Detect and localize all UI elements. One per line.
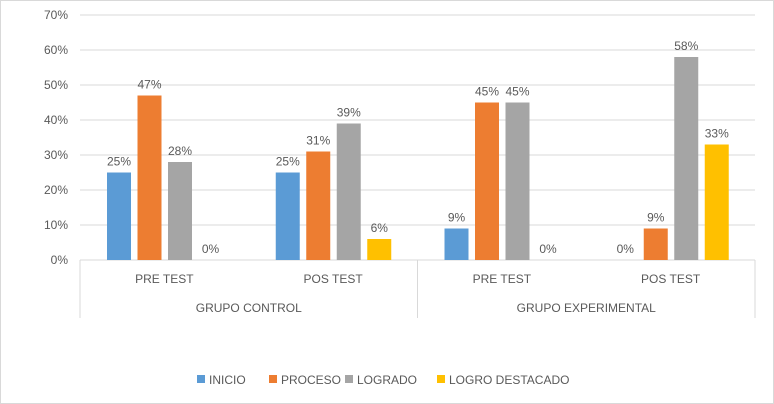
bar-proceso (306, 151, 331, 260)
x-group-label: GRUPO EXPERIMENTAL (517, 301, 656, 315)
legend-swatch (345, 375, 353, 383)
legend-label: INICIO (209, 373, 246, 387)
legend-swatch (437, 375, 445, 383)
y-tick-label: 30% (44, 148, 68, 162)
data-label: 0% (617, 242, 635, 256)
y-tick-label: 40% (44, 113, 68, 127)
legend-swatch (269, 375, 277, 383)
data-label: 9% (448, 211, 466, 225)
y-tick-label: 20% (44, 183, 68, 197)
y-tick-label: 0% (51, 253, 69, 267)
x-category-label: PRE TEST (473, 272, 532, 286)
bar-inicio (275, 172, 300, 260)
legend-swatch (197, 375, 205, 383)
x-category-label: PRE TEST (135, 272, 194, 286)
data-label: 31% (306, 134, 330, 148)
bar-logrado (505, 102, 530, 260)
x-group-label: GRUPO CONTROL (196, 301, 302, 315)
data-label: 45% (475, 85, 499, 99)
bar-logro-destacado (704, 144, 729, 260)
data-label: 58% (674, 39, 698, 53)
data-label: 39% (337, 106, 361, 120)
x-category-label: POS TEST (641, 272, 701, 286)
y-tick-label: 70% (44, 8, 68, 22)
bar-logrado (168, 162, 192, 260)
bar-logrado (674, 57, 699, 260)
data-label: 0% (539, 242, 557, 256)
data-label: 28% (168, 144, 192, 158)
y-tick-label: 50% (44, 78, 68, 92)
x-category-label: POS TEST (304, 272, 364, 286)
data-label: 6% (371, 221, 389, 235)
data-label: 33% (705, 127, 729, 141)
data-label: 47% (137, 78, 161, 92)
bar-inicio (107, 172, 131, 260)
y-tick-label: 60% (44, 43, 68, 57)
bar-logro-destacado (367, 239, 392, 260)
bar-logrado (336, 123, 361, 260)
data-label: 9% (647, 211, 665, 225)
legend-label: PROCESO (281, 373, 341, 387)
y-tick-label: 10% (44, 218, 68, 232)
data-label: 0% (202, 242, 220, 256)
bar-proceso (643, 228, 668, 260)
legend-label: LOGRO DESTACADO (449, 373, 569, 387)
data-label: 25% (107, 155, 131, 169)
bar-inicio (444, 228, 469, 260)
legend-label: LOGRADO (357, 373, 417, 387)
data-label: 25% (276, 155, 300, 169)
bar-proceso (475, 102, 499, 260)
bar-proceso (137, 95, 162, 260)
data-label: 45% (505, 85, 529, 99)
